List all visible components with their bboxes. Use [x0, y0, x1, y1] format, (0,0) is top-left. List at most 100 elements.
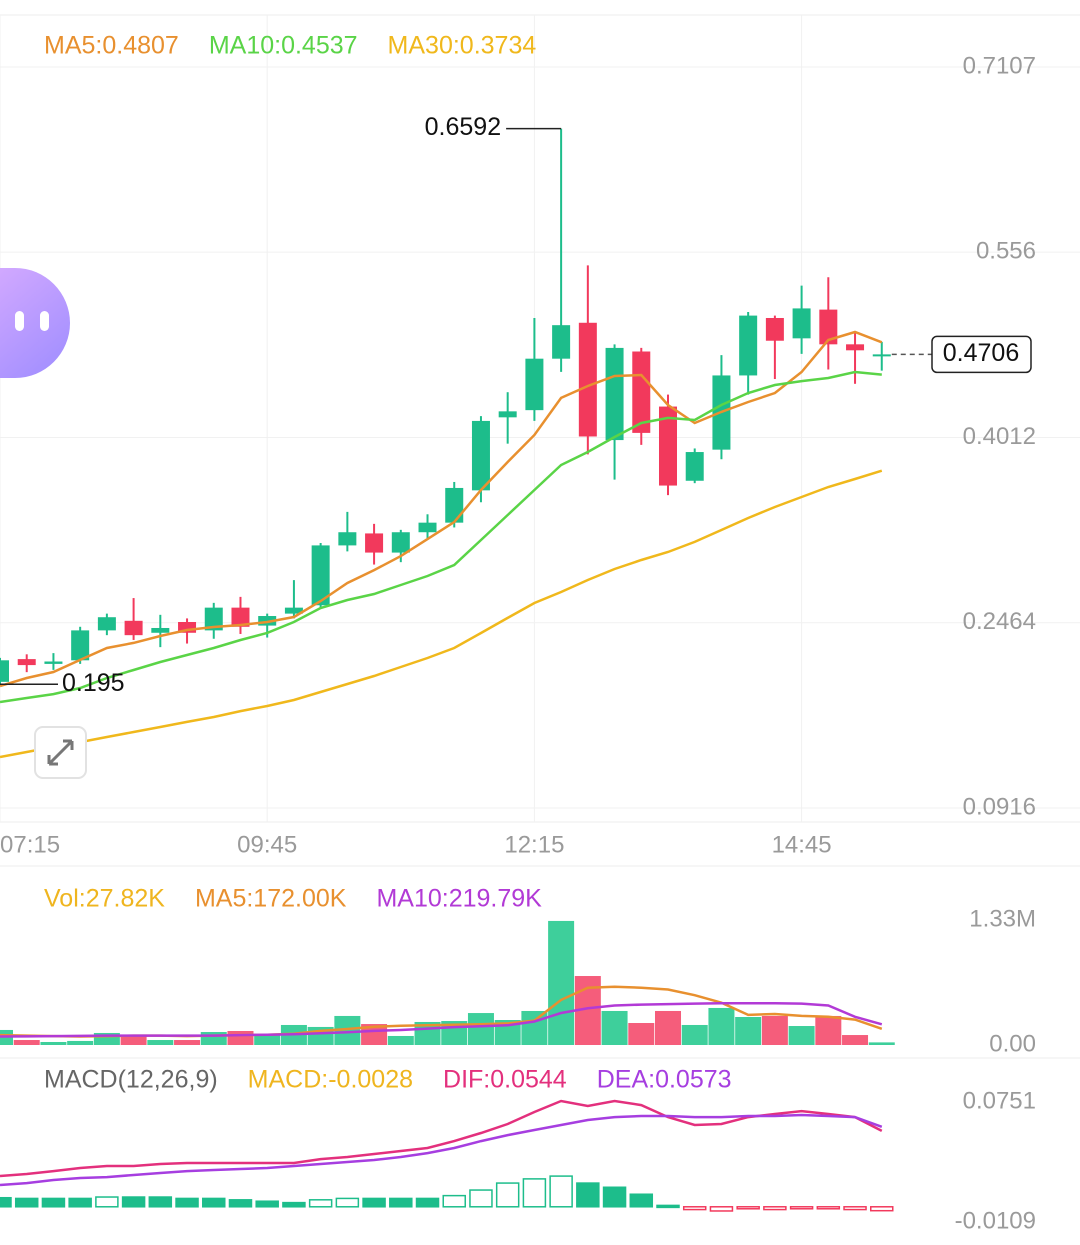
volume-bar — [761, 1015, 788, 1045]
widget-eye — [40, 311, 49, 331]
legend-entry: MA30:0.3734 — [388, 32, 537, 60]
volume-bar — [601, 1010, 628, 1045]
macd-bar — [415, 1197, 440, 1208]
widget-bubble[interactable] — [0, 268, 70, 378]
candle-body — [231, 607, 250, 627]
x-tick-label: 12:15 — [504, 831, 564, 858]
volume-bar — [521, 1010, 548, 1045]
y-tick-label: 0.7107 — [963, 52, 1036, 79]
volume-bar — [868, 1042, 895, 1045]
volume-bar — [788, 1026, 815, 1045]
candle-body — [311, 545, 330, 606]
volume-bar — [387, 1035, 414, 1045]
expand-icon — [47, 739, 74, 766]
legend-entry: MACD:-0.0028 — [248, 1066, 413, 1094]
macd-bar — [763, 1206, 787, 1211]
plot-layer: 0.7107 0.556 0.4012 0.2464 0.0916 07:15 09:45 1… — [0, 15, 1080, 1234]
candle-body — [445, 487, 464, 523]
volume-bar — [708, 1007, 735, 1045]
y-tick-label: 0.00 — [989, 1030, 1036, 1057]
volume-bar — [681, 1024, 708, 1045]
legend-entry: DEA:0.0573 — [597, 1066, 732, 1094]
candle-body — [338, 532, 357, 546]
macd-bar — [255, 1200, 279, 1208]
candle-body — [605, 347, 624, 441]
volume-ma-line — [0, 1001, 883, 1038]
current-price: 0.4706 — [943, 339, 1019, 367]
volume-bar — [147, 1040, 174, 1045]
candle-body — [792, 308, 811, 339]
y-tick-label: -0.0109 — [955, 1207, 1036, 1234]
macd-bar — [789, 1206, 814, 1210]
legend-entry: MA10:219.79K — [376, 885, 542, 913]
volume-bar — [467, 1013, 494, 1045]
candle-body — [685, 452, 704, 481]
floating-widget[interactable] — [0, 268, 70, 378]
macd-bar — [335, 1197, 360, 1208]
y-tick-label: 0.556 — [976, 238, 1036, 265]
candle-body — [365, 533, 384, 553]
macd-bar — [656, 1204, 680, 1209]
volume-bar — [842, 1035, 869, 1045]
price-box — [931, 335, 1032, 374]
macd-bar — [308, 1199, 333, 1208]
volume-bar — [655, 1010, 681, 1045]
macd-bar — [549, 1175, 573, 1208]
macd-line — [0, 1113, 883, 1187]
volume-bar — [815, 1015, 842, 1045]
candle-body — [846, 344, 865, 351]
y-tick-label: 0.0916 — [963, 793, 1036, 820]
candle-body — [418, 522, 437, 533]
volume-bar — [254, 1035, 281, 1045]
ma-line — [0, 330, 883, 688]
candle-body — [97, 617, 116, 631]
macd-bar — [522, 1178, 547, 1208]
macd-bar — [816, 1206, 841, 1210]
y-tick-label: 1.33M — [969, 905, 1036, 932]
legend-entry: MA10:0.4537 — [209, 32, 358, 60]
y-tick-label: 0.2464 — [963, 608, 1036, 635]
volume-bar — [735, 1016, 762, 1045]
candle-body — [178, 622, 197, 633]
candle-body — [819, 309, 838, 345]
macd-bar — [389, 1197, 413, 1208]
volume-bar — [67, 1040, 94, 1045]
candle-body — [739, 315, 758, 376]
volume-bar — [628, 1023, 655, 1045]
macd-bar — [682, 1206, 707, 1211]
macd-bar — [576, 1182, 600, 1208]
macd-bar — [629, 1193, 654, 1208]
macd-bar — [202, 1197, 226, 1208]
max-label: 0.6592 — [425, 113, 501, 141]
macd-bar — [495, 1182, 520, 1208]
macd-bar — [870, 1206, 894, 1212]
candle-body — [632, 351, 651, 433]
volume-bar — [548, 920, 575, 1045]
macd-bar — [14, 1197, 39, 1208]
candle-body — [498, 411, 517, 418]
volume-bar — [227, 1030, 254, 1045]
legend-entry: MA5:172.00K — [195, 885, 347, 913]
macd-bar — [68, 1197, 92, 1208]
candle-body — [391, 532, 410, 553]
macd-bar — [709, 1206, 734, 1212]
candle-body — [552, 325, 571, 359]
candle-body — [471, 420, 490, 491]
widget-eye — [15, 311, 24, 331]
macd-bar — [41, 1197, 66, 1208]
candle-body — [578, 322, 597, 437]
legend-entry: DIF:0.0544 — [443, 1066, 567, 1094]
min-label: 0.195 — [62, 669, 125, 697]
volume-bar — [13, 1040, 40, 1045]
candle-body — [0, 660, 9, 682]
x-tick-label: 07:15 — [0, 831, 60, 858]
macd-bar — [228, 1199, 253, 1208]
candle-body — [204, 607, 223, 631]
ma-line — [0, 469, 883, 759]
candle-body — [765, 317, 784, 341]
expand-button[interactable] — [34, 726, 87, 779]
macd-bar — [362, 1197, 386, 1208]
x-tick-label: 09:45 — [237, 831, 297, 858]
macd-bar — [148, 1196, 173, 1208]
